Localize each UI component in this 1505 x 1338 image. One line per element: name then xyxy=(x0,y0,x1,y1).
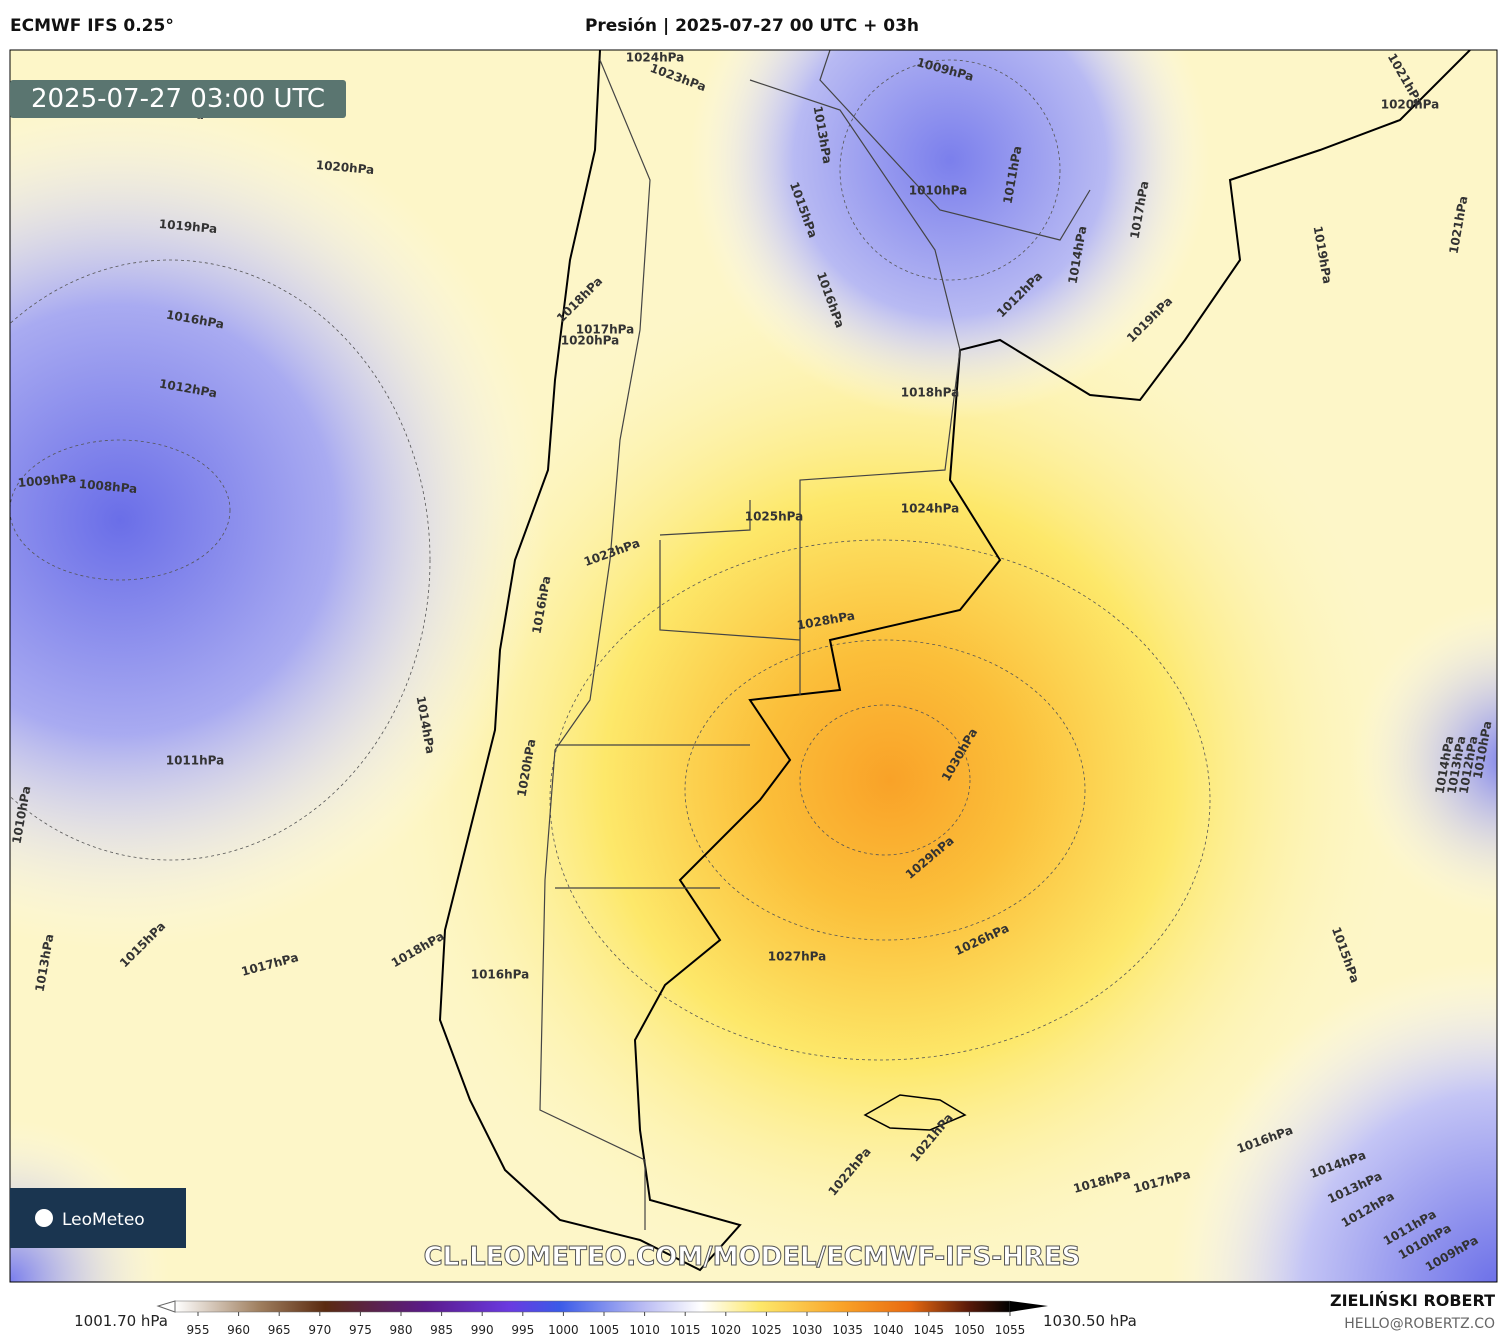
colorbar-tick-label: 995 xyxy=(511,1323,534,1337)
colorbar-tick-label: 1030 xyxy=(792,1323,823,1337)
colorbar-tick-label: 1020 xyxy=(711,1323,742,1337)
colorbar-tick-label: 1055 xyxy=(995,1323,1026,1337)
colorbar-tick-label: 975 xyxy=(349,1323,372,1337)
isobar-label: 1020hPa xyxy=(561,334,620,348)
colorbar-min-arrow xyxy=(156,1300,176,1313)
model-name: ECMWF IFS 0.25° xyxy=(10,16,174,36)
isobar-label: 1024hPa xyxy=(626,51,685,65)
contact: HELLO@ROBERTZ.CO xyxy=(1344,1316,1495,1332)
isobar-label: 1020hPa xyxy=(1381,98,1440,112)
colorbar-tick-label: 970 xyxy=(308,1323,331,1337)
logo-sun xyxy=(35,1209,53,1227)
isobar-label: 1020hPa xyxy=(315,158,375,177)
isobar-label: 1025hPa xyxy=(745,510,804,524)
colorbar-tick-label: 1040 xyxy=(873,1323,904,1337)
isobar-label: 1024hPa xyxy=(901,502,960,516)
isobar-label: 1011hPa xyxy=(166,754,225,768)
colorbar-tick-label: 1050 xyxy=(954,1323,985,1337)
colorbar-tick-label: 990 xyxy=(471,1323,494,1337)
colorbar-tick-label: 1005 xyxy=(589,1323,620,1337)
colorbar-tick-label: 1025 xyxy=(751,1323,782,1337)
colorbar-tick-label: 1035 xyxy=(832,1323,863,1337)
colorbar-tick-label: 1015 xyxy=(670,1323,701,1337)
isobar-label: 1010hPa xyxy=(909,184,968,198)
colorbar-tick-label: 960 xyxy=(227,1323,250,1337)
timestamp-box xyxy=(10,80,346,118)
isobars xyxy=(10,59,1211,1061)
low-pressure-southwest xyxy=(10,50,1497,1282)
isobar-label: 1016hPa xyxy=(471,968,530,982)
author: ZIELIŃSKI ROBERT xyxy=(1330,1291,1495,1310)
colorbar-tick-label: 955 xyxy=(187,1323,210,1337)
isobar-label: 1008hPa xyxy=(78,477,138,496)
watermark: CL.LEOMETEO.COM/MODEL/ECMWF-IFS-HRES xyxy=(424,1242,1081,1272)
isobar-label: 1018hPa xyxy=(901,386,960,400)
isobar-label: 1019hPa xyxy=(158,217,218,236)
colorbar-ticks: 955 960 965 970 975 980 985 990 995 1000 1005 1010 1… xyxy=(187,1312,1026,1337)
colorbar-tick-label: 980 xyxy=(390,1323,413,1337)
colorbar xyxy=(174,1300,1011,1313)
borders xyxy=(539,50,1091,1230)
colorbar-min-label: 1001.70 hPa xyxy=(74,1312,168,1330)
isobar-label: 1009hPa xyxy=(17,471,77,490)
figure-title: Presión | 2025-07-27 00 UTC + 03h xyxy=(585,16,919,36)
isobar-label: 1017hPa xyxy=(576,323,635,337)
timestamp: 2025-07-27 03:00 UTC xyxy=(31,84,325,114)
colorbar-tick-label: 1045 xyxy=(914,1323,945,1337)
colorbar-max-label: 1030.50 hPa xyxy=(1043,1312,1137,1330)
colorbar-tick-label: 985 xyxy=(430,1323,453,1337)
coastline xyxy=(438,50,1471,1272)
islands xyxy=(863,1094,967,1131)
colorbar-tick-label: 1010 xyxy=(629,1323,660,1337)
map-frame xyxy=(9,49,1498,1283)
map: 1020hPa1020hPa1019hPa1016hPa1012hPa1009h… xyxy=(10,50,1497,1282)
colorbar-max-arrow xyxy=(1010,1301,1048,1312)
logo: LeoMeteo xyxy=(62,1210,145,1230)
colorbar-tick-label: 965 xyxy=(268,1323,291,1337)
colorbar-tick-label: 1000 xyxy=(548,1323,579,1337)
isobar-label: 1027hPa xyxy=(768,950,827,964)
